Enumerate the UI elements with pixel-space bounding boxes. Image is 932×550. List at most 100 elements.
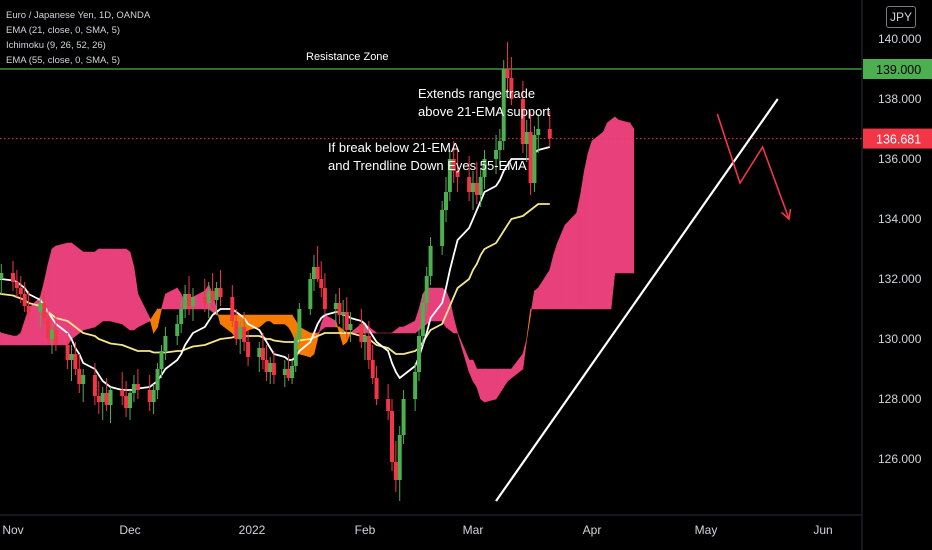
- candle: [120, 372, 125, 405]
- candle-body: [11, 273, 15, 282]
- candle: [297, 303, 302, 345]
- ichimoku-cloud-segment: [553, 242, 558, 310]
- ichimoku-cloud-segment: [480, 368, 485, 403]
- candle: [155, 363, 160, 399]
- candle-body: [179, 309, 184, 324]
- candle-body: [104, 393, 109, 405]
- candle-body: [467, 177, 472, 192]
- ichimoku-cloud-segment: [391, 329, 397, 334]
- candle-body: [447, 159, 452, 192]
- ichimoku-cloud-segment: [262, 314, 267, 325]
- ichimoku-cloud-segment: [499, 368, 505, 395]
- symbol-title[interactable]: Euro / Japanese Yen, 1D, OANDA: [6, 10, 151, 21]
- time-tick-label: 2022: [239, 523, 266, 537]
- candle-body: [440, 210, 445, 246]
- ichimoku-cloud-segment: [414, 308, 420, 334]
- candle: [264, 345, 269, 381]
- candle-body: [532, 135, 537, 183]
- ema21-legend[interactable]: EMA (21, close, 0, SMA, 5): [6, 25, 121, 36]
- ichimoku-cloud-segment: [591, 131, 604, 310]
- candle-body: [175, 324, 180, 336]
- candle: [417, 327, 421, 381]
- candle-body: [322, 288, 327, 309]
- candle: [230, 285, 235, 327]
- ichimoku-cloud-segment: [610, 116, 616, 310]
- ema55-line: [0, 203, 550, 355]
- candle-body: [528, 132, 533, 183]
- candle: [471, 171, 475, 210]
- candle: [424, 267, 429, 312]
- candle: [293, 333, 298, 372]
- ichimoku-cloud-segment: [526, 308, 531, 340]
- candle-body: [65, 345, 70, 360]
- candle: [246, 330, 251, 366]
- candle: [333, 294, 338, 327]
- candle-body: [363, 336, 367, 342]
- candle-body: [73, 354, 78, 369]
- ichimoku-cloud-segment: [121, 248, 127, 328]
- ichimoku-cloud-segment: [372, 329, 378, 334]
- candle-body: [501, 69, 506, 141]
- ichimoku-cloud-segment: [258, 314, 264, 328]
- ichimoku-cloud-segment: [584, 152, 589, 310]
- ichimoku-cloud-segment: [339, 326, 344, 346]
- candle-body: [18, 288, 23, 294]
- candle-body: [163, 336, 168, 351]
- price-tick-label: 126.000: [878, 452, 922, 466]
- candle-body: [494, 150, 499, 159]
- candle: [455, 147, 460, 192]
- candle: [0, 264, 4, 294]
- ichimoku-cloud-segment: [67, 242, 72, 347]
- candle-body: [333, 303, 338, 309]
- candle-body: [135, 384, 140, 390]
- resistance-price-tag-text: 139.000: [876, 63, 921, 77]
- ichimoku-cloud-segment: [587, 140, 593, 310]
- candle-body: [547, 129, 552, 139]
- candle: [124, 381, 129, 417]
- ichimoku-cloud-segment: [484, 368, 497, 403]
- time-tick-label: Feb: [355, 523, 376, 537]
- ichimoku-cloud-segment: [149, 313, 154, 334]
- ichimoku-cloud-segment: [346, 332, 351, 343]
- candle-body: [474, 183, 479, 195]
- candle: [482, 150, 487, 189]
- ichimoku-legend[interactable]: Ichimoku (9, 26, 52, 26): [6, 40, 106, 51]
- time-tick-label: Apr: [583, 523, 602, 537]
- candle: [370, 345, 375, 384]
- candle-body: [22, 294, 27, 306]
- ema55-legend[interactable]: EMA (55, close, 0, SMA, 5): [6, 55, 121, 66]
- ichimoku-cloud-segment: [457, 332, 470, 373]
- candle: [179, 300, 184, 333]
- ichimoku-cloud-segment: [153, 307, 158, 335]
- plot-area: Resistance Zone Extends range trade above …: [0, 42, 862, 502]
- candle-body: [424, 276, 429, 303]
- ichimoku-cloud-segment: [530, 290, 535, 316]
- ichimoku-cloud-segment: [503, 368, 508, 389]
- candle-body: [159, 351, 164, 369]
- candle: [528, 111, 533, 195]
- ichimoku-cloud-segment: [161, 293, 166, 310]
- resistance-price-tag: 139.000: [863, 59, 932, 79]
- candle: [175, 315, 180, 345]
- candle: [257, 342, 262, 372]
- candle-body: [311, 267, 316, 279]
- currency-button[interactable]: JPY: [886, 6, 916, 28]
- candle-body: [131, 384, 136, 393]
- ichimoku-cloud-segment: [476, 368, 481, 400]
- candle: [159, 345, 164, 378]
- price-tick-label: 132.000: [878, 272, 922, 286]
- trendline: [495, 98, 779, 502]
- candle-body: [77, 369, 82, 384]
- candle-body: [128, 393, 132, 408]
- candle: [100, 387, 105, 420]
- candle-body: [38, 303, 43, 312]
- candle: [73, 342, 78, 375]
- ichimoku-cloud-segment: [165, 287, 178, 310]
- candle-body: [238, 327, 243, 339]
- candle-body: [271, 363, 276, 375]
- candle: [359, 309, 364, 348]
- candle-body: [214, 288, 219, 300]
- candle-body: [0, 273, 4, 279]
